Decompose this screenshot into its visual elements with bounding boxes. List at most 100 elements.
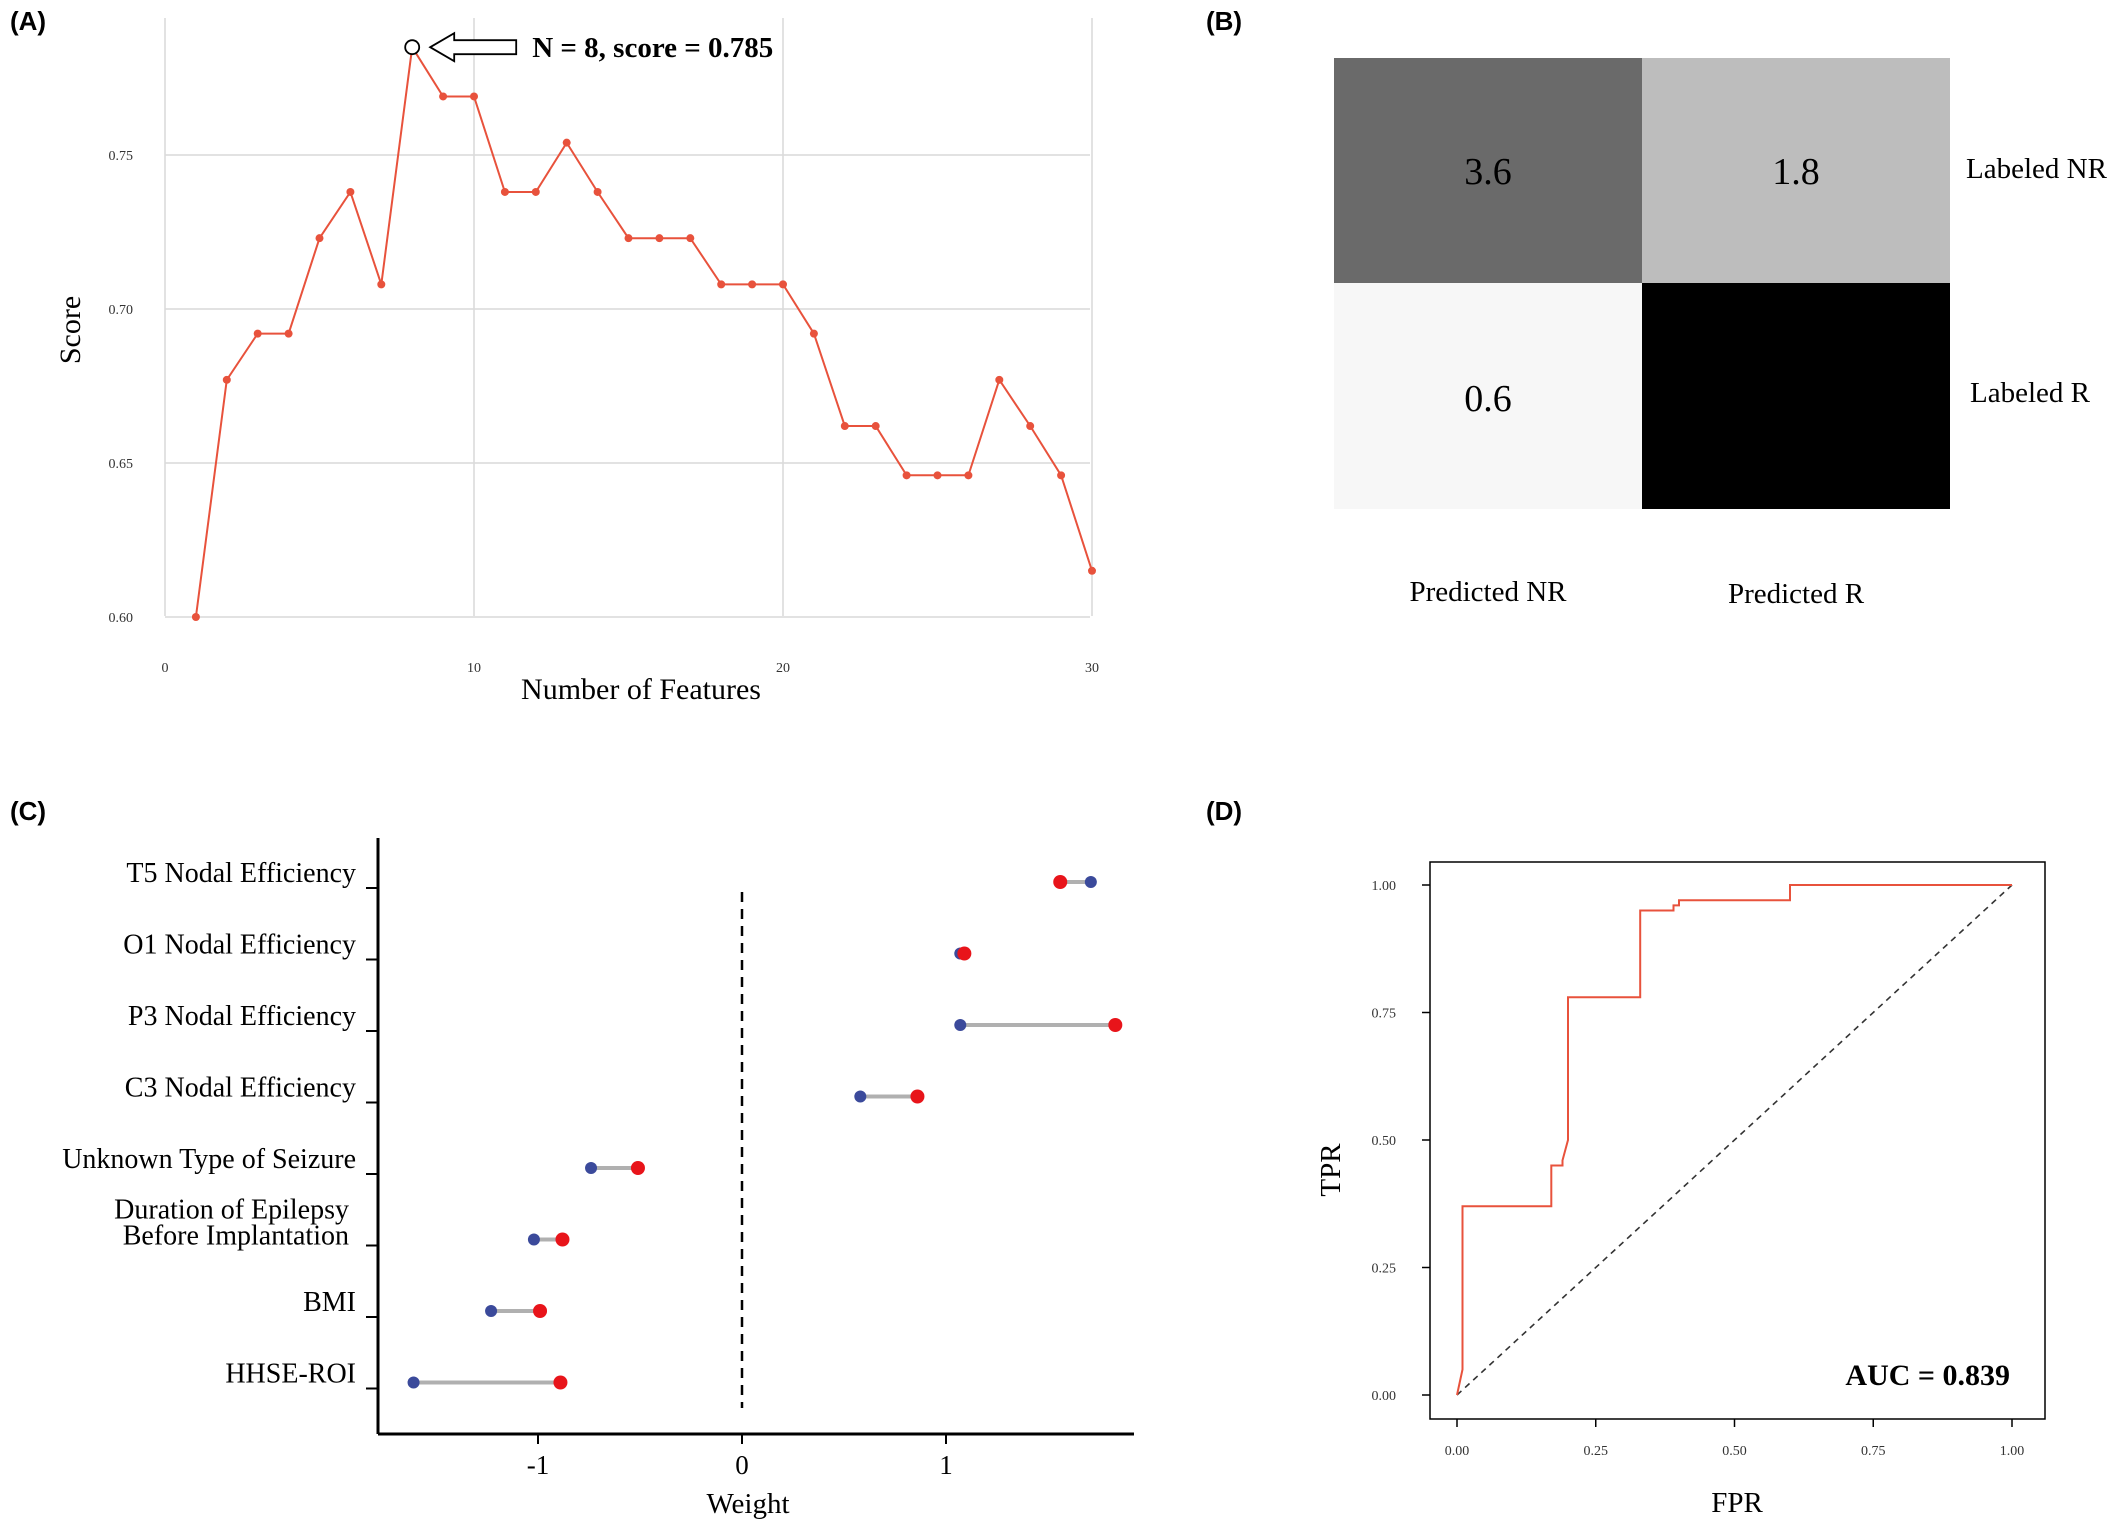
panel-a-y-tick-label: 0.60 — [109, 611, 134, 626]
panel-d-x-tick-label: 0.25 — [1584, 1444, 1609, 1459]
panel-d-x-axis-title: FPR — [1711, 1487, 1763, 1519]
panel-a-y-tick-label: 0.70 — [109, 303, 134, 318]
panel-a-data-point — [346, 187, 355, 196]
panel-d-x-tick-label: 0.00 — [1445, 1444, 1470, 1459]
panel-d-x-tick-label: 0.75 — [1861, 1444, 1886, 1459]
cell-value-nr-r: 1.8 — [1772, 151, 1820, 193]
panel-a-data-point — [562, 138, 571, 147]
cell-nr-nr — [1334, 58, 1642, 283]
cell-nr-r — [1642, 58, 1950, 283]
panel-d-y-tick-label: 0.75 — [1372, 1007, 1397, 1022]
panel-c-x-ticks: -1 0 1 — [527, 1434, 953, 1480]
row-label-labeled-nr: Labeled NR — [1966, 153, 2108, 185]
panel-a-score-line — [194, 44, 1093, 618]
panel-c-feature-label: HHSE-ROI — [225, 1359, 356, 1390]
panel-a-data-point — [531, 187, 540, 196]
panel-c-feature-label: P3 Nodal Efficiency — [128, 1001, 356, 1032]
panel-a-x-axis-title: Number of Features — [521, 673, 761, 706]
panel-a-y-axis-title: Score — [54, 296, 87, 364]
panel-c-feature-label: BMI — [303, 1287, 356, 1318]
panel-a-data-point — [717, 280, 726, 289]
panel-a-data-point — [624, 234, 633, 243]
panel-a-x-tick-label: 30 — [1085, 661, 1099, 676]
panel-c-feature-label: Duration of Epilepsy — [114, 1195, 349, 1226]
cell-value-r-r: 7 — [1787, 378, 1806, 420]
panel-a-data-point — [191, 613, 200, 621]
panel-d-y-tick-label: 0.25 — [1372, 1262, 1397, 1277]
panel-c-red-point — [533, 1304, 548, 1318]
panel-d-x-tick-label: 1.00 — [2000, 1444, 2025, 1459]
panel-c-red-point — [1108, 1018, 1123, 1032]
col-label-predicted-r: Predicted R — [1728, 578, 1865, 610]
panel-a-data-point — [253, 329, 262, 338]
panel-c-red-point — [910, 1089, 925, 1104]
panel-c-red-point — [957, 946, 972, 961]
panel-c-blue-point — [485, 1305, 498, 1317]
panel-c-blue-point — [527, 1233, 540, 1246]
panel-a-data-point — [748, 280, 757, 289]
panel-c-red-point — [553, 1375, 568, 1390]
panel-a-data-point — [655, 234, 664, 243]
panel-c-blue-point — [407, 1376, 420, 1389]
panel-a-grid — [164, 18, 1093, 618]
panel-c-feature-label: T5 Nodal Efficiency — [126, 858, 356, 889]
panel-c-red-point — [630, 1161, 645, 1175]
panel-a-x-tick-label: 10 — [467, 661, 481, 676]
panel-label-c: (C) — [10, 796, 46, 826]
panel-d-x-tick-label: 0.50 — [1722, 1444, 1747, 1459]
panel-label-b: (B) — [1206, 6, 1242, 36]
panel-a-data-point — [933, 471, 942, 480]
panel-a-annotation: N = 8, score = 0.785 — [532, 32, 773, 64]
panel-c-dumbbell-chart: -1 0 1 T5 Nodal Efficiency O1 Nodal Efficie… — [62, 838, 1134, 1520]
panel-a-data-point — [1057, 471, 1066, 480]
panel-a-data-point — [377, 280, 386, 289]
panel-d-roc-line — [1456, 884, 2012, 1396]
panel-c-feature-label: Before Implantation — [123, 1221, 349, 1252]
panel-d-y-tick-label: 0.00 — [1372, 1389, 1397, 1404]
panel-a-data-point — [222, 375, 231, 384]
panel-a-data-point — [840, 422, 849, 431]
panel-a-data-point — [964, 471, 973, 480]
panel-c-blue-point — [1084, 876, 1097, 888]
panel-c-x-tick-label: 0 — [735, 1450, 749, 1480]
panel-c-blue-point — [954, 1019, 967, 1031]
panel-d-roc-curve: 0.00 0.25 0.50 0.75 1.00 0.00 0.25 0.50 0.75 1.00… — [1315, 861, 2046, 1519]
panel-a-annotation-arrow — [428, 31, 518, 63]
panel-a-data-point — [439, 92, 448, 101]
panel-c-blue-point — [585, 1162, 598, 1174]
panel-d-chance-diagonal — [1456, 884, 2013, 1396]
panel-label-a: (A) — [10, 6, 46, 36]
panel-a-data-point — [995, 375, 1004, 384]
panel-a-data-point — [871, 422, 880, 431]
panel-a-y-tick-label: 0.65 — [109, 457, 134, 472]
panel-a-points — [191, 92, 1096, 621]
panel-d-y-tick-label: 1.00 — [1372, 879, 1397, 894]
panel-a-ticks: 0 10 20 30 0.60 0.65 0.70 0.75 — [109, 149, 1100, 676]
panel-a-data-point — [779, 280, 787, 289]
panel-c-x-axis-title: Weight — [706, 1488, 789, 1520]
panel-a-y-tick-label: 0.75 — [109, 149, 134, 164]
panel-c-feature-label: Unknown Type of Seizure — [62, 1144, 356, 1175]
panel-d-ticks: 0.00 0.25 0.50 0.75 1.00 0.00 0.25 0.50 0.75 1.00 — [1372, 879, 2025, 1459]
panel-c-feature-label: C3 Nodal Efficiency — [125, 1073, 356, 1104]
panel-a-line-chart: 0 10 20 30 0.60 0.65 0.70 0.75 N = 8, score = 0… — [54, 18, 1099, 706]
panel-d-y-axis-title: TPR — [1315, 1143, 1347, 1197]
panel-d-auc-annotation: AUC = 0.839 — [1845, 1359, 2010, 1392]
panel-b-confusion-matrix: 3.6 1.8 0.6 7 Labeled NR Labeled R Predi… — [1334, 58, 2108, 610]
cell-r-nr — [1334, 283, 1642, 509]
panel-a-x-tick-label: 0 — [162, 661, 169, 676]
panel-a-data-point — [470, 92, 478, 101]
panel-a-data-point — [284, 329, 293, 338]
panel-a-data-point — [902, 471, 911, 480]
cell-value-nr-nr: 3.6 — [1464, 151, 1512, 193]
cell-r-r — [1642, 283, 1950, 509]
panel-c-blue-point — [854, 1090, 867, 1103]
panel-a-data-point — [809, 329, 818, 338]
panel-c-red-point — [1053, 875, 1068, 889]
panel-a-data-point — [1088, 566, 1096, 575]
panel-c-red-point — [555, 1232, 570, 1247]
panel-c-x-tick-label: 1 — [939, 1450, 953, 1480]
panel-c-x-tick-label: -1 — [527, 1450, 550, 1480]
panel-a-highlight-marker — [404, 39, 421, 56]
